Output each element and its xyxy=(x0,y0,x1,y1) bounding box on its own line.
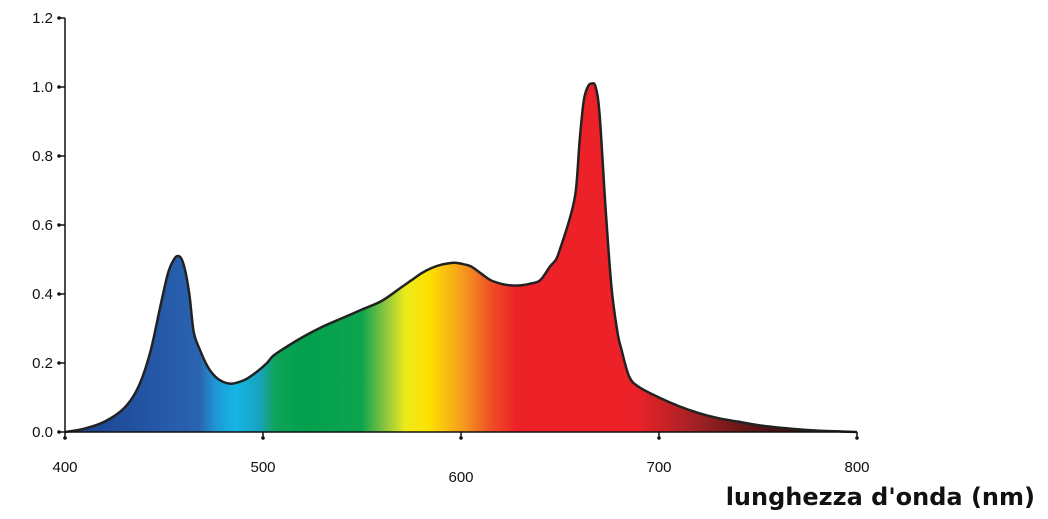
y-tick-dot xyxy=(57,292,61,296)
x-tick-label: 800 xyxy=(844,459,869,476)
spectrum-outline xyxy=(64,82,858,434)
y-tick-dot xyxy=(57,223,61,227)
x-tick-dot xyxy=(855,436,859,440)
y-tick-label: 1.2 xyxy=(32,10,53,27)
y-tick-dot xyxy=(57,361,61,365)
x-tick-label: 600 xyxy=(448,469,473,486)
y-tick-label: 0.2 xyxy=(32,355,53,372)
y-tick-label: 0.6 xyxy=(32,217,53,234)
y-tick-dot xyxy=(57,85,61,89)
x-tick-dot xyxy=(459,436,463,440)
x-tick-label: 400 xyxy=(52,459,77,476)
x-tick-label: 700 xyxy=(646,459,671,476)
y-tick-label: 1.0 xyxy=(32,79,53,96)
x-axis-label: lunghezza d'onda (nm) xyxy=(726,483,1035,511)
y-tick-label: 0.0 xyxy=(32,424,53,441)
y-tick-dot xyxy=(57,154,61,158)
x-axis-ticks: 400 500 600 700 800 xyxy=(52,432,870,486)
y-tick-label: 0.8 xyxy=(32,148,53,165)
y-tick-label: 0.4 xyxy=(32,286,53,303)
x-tick-dot xyxy=(261,436,265,440)
y-axis-ticks: 0.0 0.2 0.4 0.6 0.8 1.0 1.2 xyxy=(32,10,65,441)
x-tick-dot xyxy=(657,436,661,440)
y-tick-dot xyxy=(57,430,61,434)
x-tick-dot xyxy=(63,436,67,440)
spectrum-area xyxy=(65,83,857,432)
x-tick-label: 500 xyxy=(250,459,275,476)
y-tick-dot xyxy=(57,16,61,20)
